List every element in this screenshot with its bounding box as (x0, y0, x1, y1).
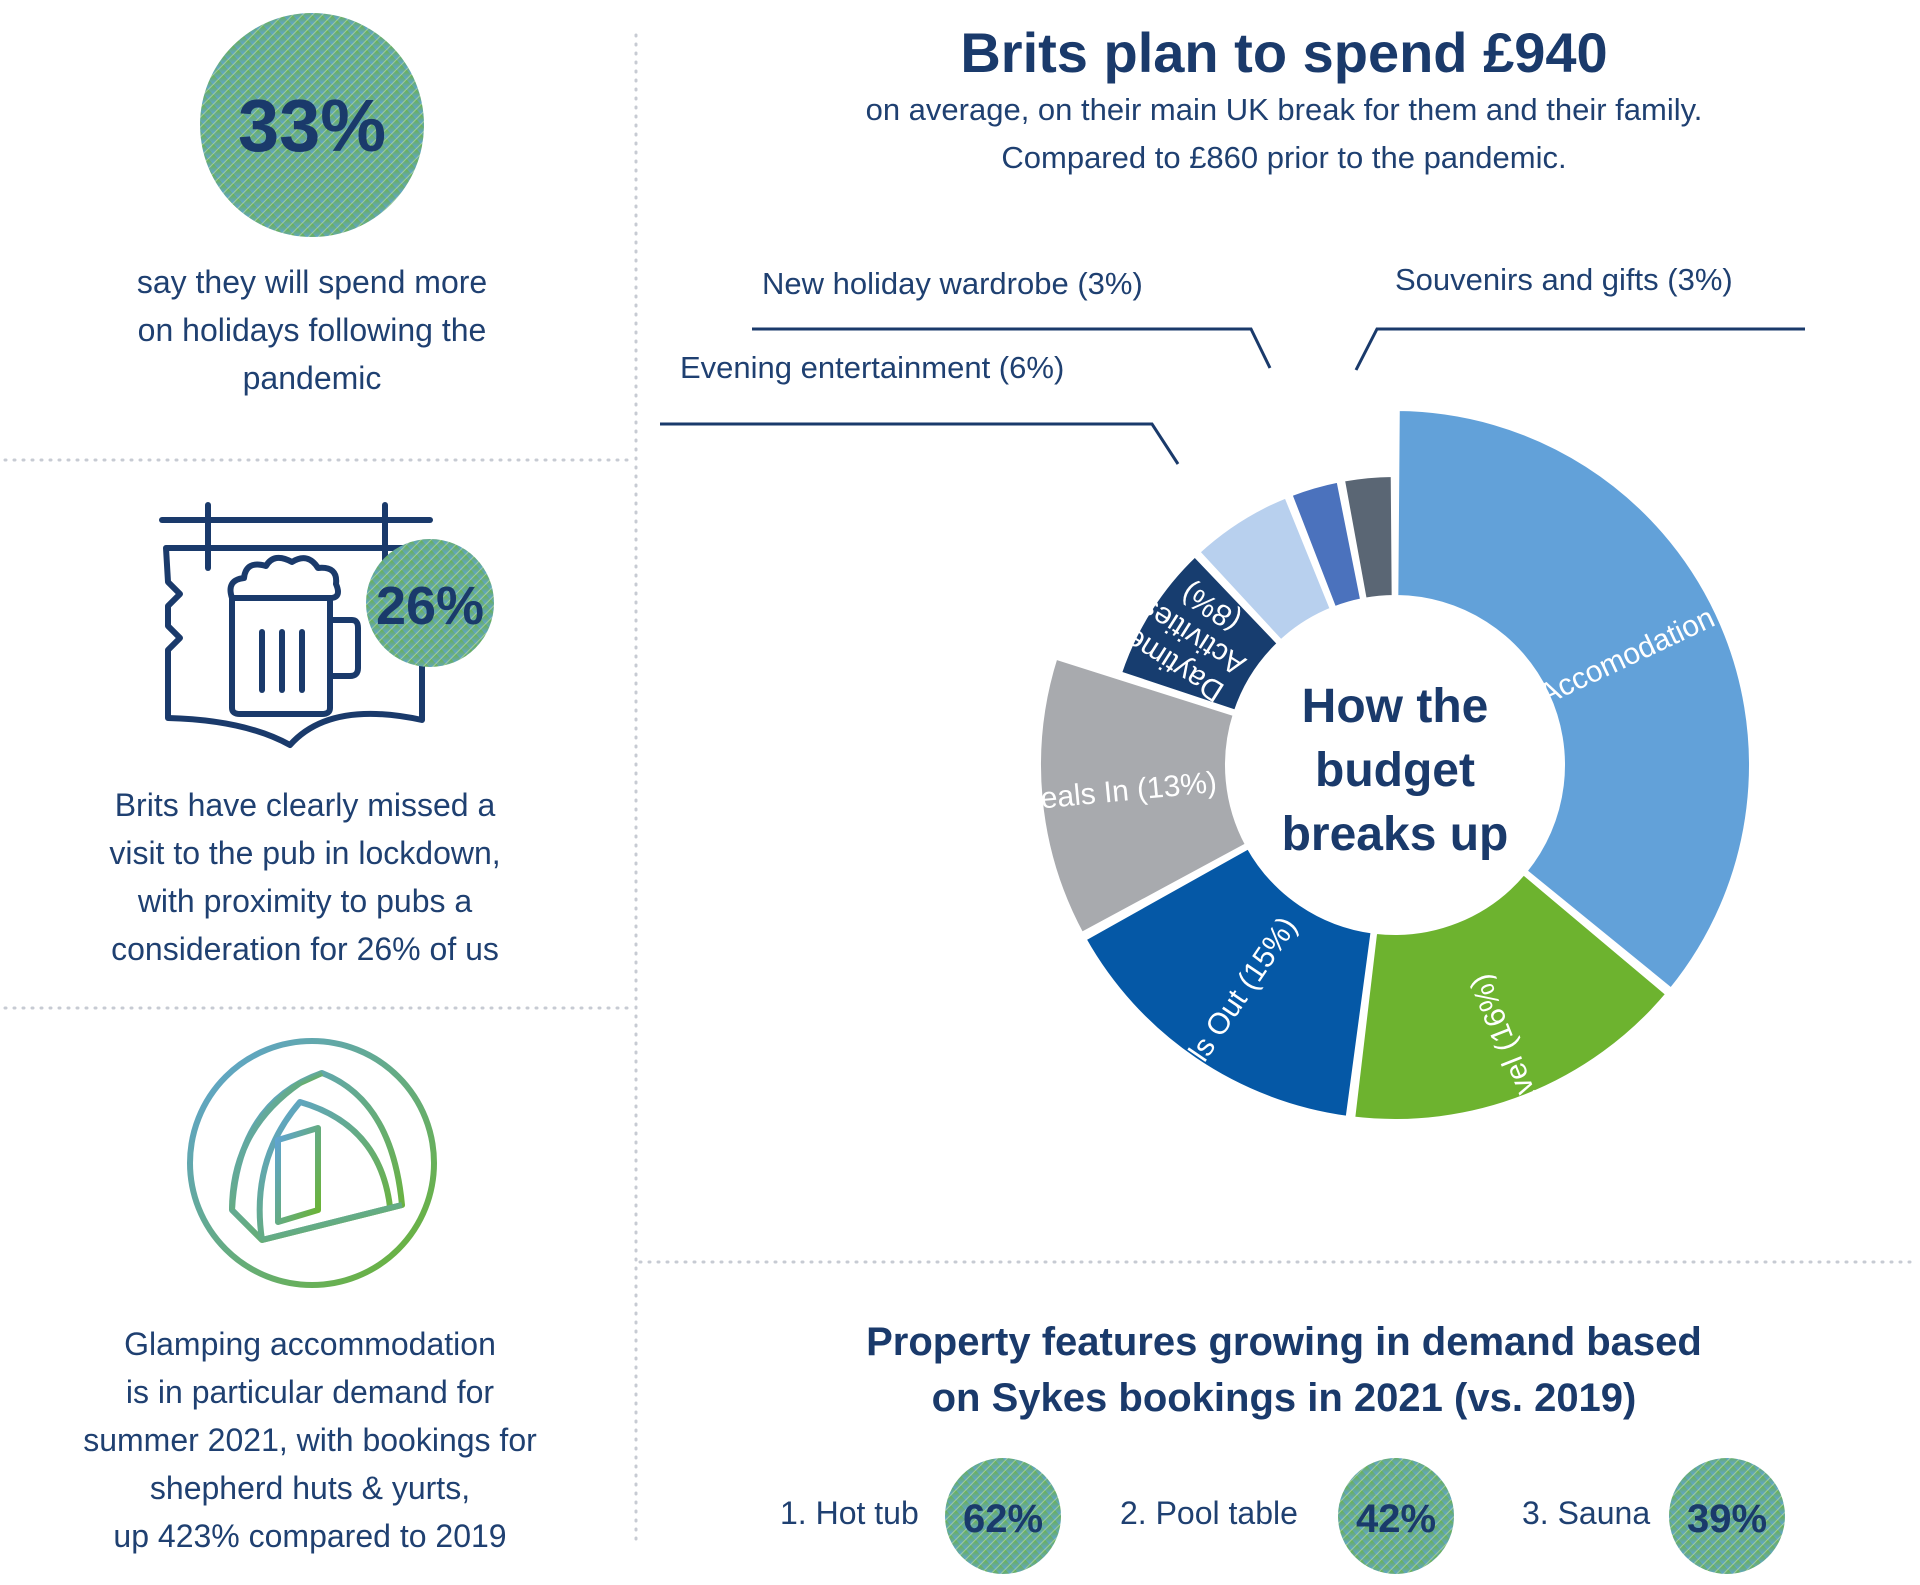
feature-hot-tub-badge (945, 1458, 1061, 1574)
stat-33-line-1: say they will spend more (137, 264, 487, 300)
feature-pool-table-label: 2. Pool table (1120, 1495, 1298, 1531)
feature-sauna-value: 39% (1687, 1497, 1767, 1541)
stat-26-badge (366, 539, 494, 667)
stat-26-value: 26% (376, 576, 484, 636)
stat-33-block: 33% say they will spend more on holidays… (137, 13, 487, 396)
callout-label-evening: Evening entertainment (6%) (680, 350, 1064, 385)
glamping-ring (187, 1038, 437, 1288)
glamping-line-2: is in particular demand for (126, 1374, 495, 1410)
stat-33-badge (200, 13, 424, 237)
budget-donut-chart: Accomodation (36%)Travel (16%)Meals Out … (1014, 406, 1800, 1140)
stat-26-line-2: visit to the pub in lockdown, (109, 835, 500, 871)
feature-sauna-label: 3. Sauna (1522, 1495, 1650, 1531)
headline-sub-1: on average, on their main UK break for t… (866, 92, 1703, 127)
callout-label-wardrobe: New holiday wardrobe (3%) (762, 266, 1143, 301)
center-label-line-3: breaks up (1282, 808, 1509, 861)
glamping-block: Glamping accommodation is in particular … (83, 1038, 537, 1554)
headline-sub-2: Compared to £860 prior to the pandemic. (1001, 140, 1566, 175)
glamping-line-4: shepherd huts & yurts, (150, 1470, 470, 1506)
callout-label-souvenirs: Souvenirs and gifts (3%) (1395, 262, 1733, 297)
stat-33-value: 33% (238, 84, 386, 167)
feature-sauna-badge (1669, 1458, 1785, 1574)
callout-line-souvenirs (1354, 327, 1805, 371)
stat-26-line-1: Brits have clearly missed a (115, 787, 496, 823)
feature-hot-tub: 1. Hot tub 62% (780, 1458, 1061, 1574)
glamping-line-5: up 423% compared to 2019 (113, 1518, 506, 1554)
headline: Brits plan to spend £940 on average, on … (866, 21, 1703, 175)
stat-26-line-4: consideration for 26% of us (111, 931, 499, 967)
glamping-pod-icon (229, 1070, 405, 1243)
feature-pool-table: 2. Pool table 42% (1120, 1458, 1454, 1574)
donut-center (1227, 597, 1563, 933)
glamping-line-3: summer 2021, with bookings for (83, 1422, 537, 1458)
pub-beer-sign-icon (159, 502, 433, 748)
features-section: Property features growing in demand base… (780, 1320, 1785, 1574)
donut-center-label: How the budget breaks up (1282, 680, 1509, 861)
callout-lines (660, 327, 1805, 465)
headline-title: Brits plan to spend £940 (960, 21, 1607, 84)
stat-26-block: 26% Brits have clearly missed a visit to… (109, 502, 501, 967)
callout-line-evening (660, 422, 1180, 465)
stat-26-line-3: with proximity to pubs a (137, 883, 473, 919)
center-label-line-1: How the (1302, 680, 1489, 733)
stat-33-line-3: pandemic (243, 360, 382, 396)
glamping-line-1: Glamping accommodation (124, 1326, 496, 1362)
stat-33-line-2: on holidays following the (138, 312, 487, 348)
feature-sauna: 3. Sauna 39% (1522, 1458, 1785, 1574)
feature-hot-tub-label: 1. Hot tub (780, 1495, 919, 1531)
center-label-line-2: budget (1315, 744, 1475, 797)
feature-pool-table-value: 42% (1356, 1497, 1436, 1541)
features-title-2: on Sykes bookings in 2021 (vs. 2019) (932, 1376, 1637, 1420)
feature-hot-tub-value: 62% (963, 1497, 1043, 1541)
features-title-1: Property features growing in demand base… (866, 1320, 1702, 1364)
dividers (3, 33, 1917, 1542)
callout-line-wardrobe (752, 327, 1272, 369)
feature-pool-table-badge (1338, 1458, 1454, 1574)
